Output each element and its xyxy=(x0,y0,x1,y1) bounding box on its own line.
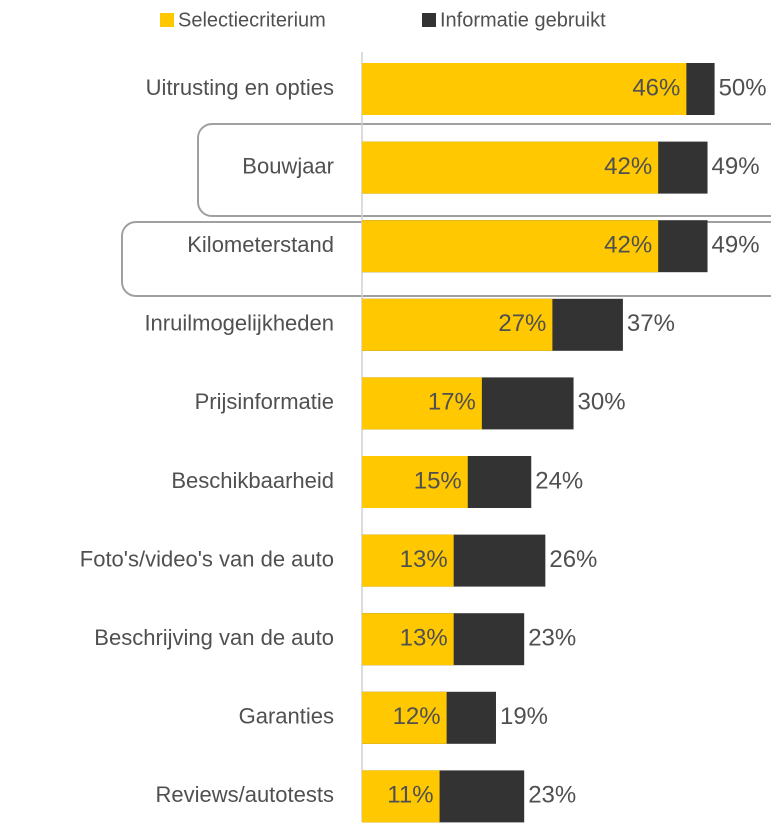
value-label: 17% xyxy=(428,389,476,416)
category-label: Inruilmogelijkheden xyxy=(144,311,334,336)
highlight-box xyxy=(197,123,771,217)
value-label: 42% xyxy=(604,153,652,180)
bar xyxy=(362,691,447,744)
value-label: 13% xyxy=(400,546,448,573)
value-label: 19% xyxy=(500,703,548,730)
value-label: 49% xyxy=(712,232,760,259)
category-label: Prijsinformatie xyxy=(195,389,334,414)
category-label: Bouwjaar xyxy=(242,153,334,178)
bar xyxy=(362,141,659,194)
bar xyxy=(362,220,659,273)
value-label: 24% xyxy=(535,467,583,494)
value-label: 15% xyxy=(414,467,462,494)
value-label: 30% xyxy=(578,389,626,416)
legend-swatch xyxy=(160,13,174,27)
value-label: 42% xyxy=(604,232,652,259)
category-label: Foto's/video's van de auto xyxy=(80,546,334,571)
bar xyxy=(362,298,553,351)
legend-label: Informatie gebruikt xyxy=(440,9,606,31)
bar xyxy=(362,613,454,666)
category-label: Kilometerstand xyxy=(187,232,334,257)
value-label: 46% xyxy=(632,74,680,101)
category-label: Garanties xyxy=(239,704,334,729)
category-label: Reviews/autotests xyxy=(155,782,334,807)
bar xyxy=(362,770,440,823)
category-label: Beschikbaarheid xyxy=(171,468,334,493)
bar xyxy=(362,63,687,115)
category-label: Beschrijving van de auto xyxy=(94,625,334,650)
category-label: Uitrusting en opties xyxy=(146,75,334,100)
value-label: 49% xyxy=(712,153,760,180)
legend-label: Selectiecriterium xyxy=(178,9,326,31)
value-label: 11% xyxy=(387,782,433,809)
value-label: 50% xyxy=(719,74,767,101)
value-label: 23% xyxy=(528,782,576,809)
bar xyxy=(362,456,468,508)
legend-swatch xyxy=(422,13,436,27)
bar xyxy=(362,534,454,587)
value-label: 27% xyxy=(498,310,546,337)
value-label: 12% xyxy=(393,703,441,730)
value-label: 13% xyxy=(400,625,448,652)
value-label: 26% xyxy=(549,546,597,573)
value-label: 23% xyxy=(528,625,576,652)
value-label: 37% xyxy=(627,310,675,337)
bar xyxy=(362,377,482,430)
